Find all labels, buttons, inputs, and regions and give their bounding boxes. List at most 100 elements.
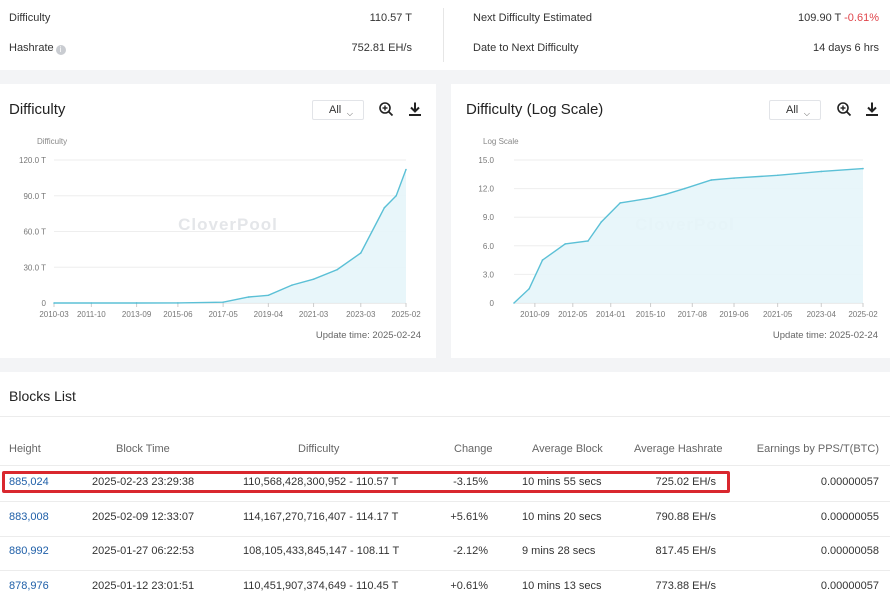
block-time: 2025-02-23 23:29:38 [92,476,195,488]
y-tick-label: 15.0 [478,156,494,165]
x-tick-label: 2013-09 [122,310,152,319]
x-tick-label: 2010-03 [39,310,69,319]
block-time: 2025-01-27 06:22:53 [92,545,195,557]
hashrate-label-text: Hashrate [9,42,54,54]
data-point [776,174,779,177]
blocks-list-title: Blocks List [9,388,76,404]
stats-bar: Difficulty 110.57 T Hashrate i 752.81 EH/… [0,0,890,70]
x-tick-label: 2021-05 [763,310,793,319]
next-difficulty-change: -0.61% [844,12,879,24]
block-difficulty: 108,105,433,845,147 - 108.11 T [243,545,400,557]
y-tick-label: 0 [42,299,47,308]
next-difficulty-value: 109.90 T -0.61% [798,12,879,24]
col-earnings: Earnings by PPS/T(BTC) [756,443,879,455]
col-change: Change [454,443,493,455]
x-tick-label: 2017-08 [678,310,708,319]
block-height-link[interactable]: 878,976 [9,580,49,592]
data-point [267,294,270,297]
next-date-label: Date to Next Difficulty [473,42,579,54]
difficulty-chart[interactable]: Difficulty 0 30.0 T 60.0 T 90.0 T 120.0 T 2010… [0,130,436,320]
hashrate-value: 752.81 EH/s [351,42,412,54]
log-chart-title: Difficulty (Log Scale) [466,101,604,118]
data-point [528,287,530,290]
block-change: -2.12% [453,545,488,557]
difficulty-range-value: All [329,104,342,116]
average-hashrate: 725.02 EH/s [655,476,716,488]
difficulty-chart-title: Difficulty [9,101,66,118]
average-hashrate: 790.88 EH/s [655,511,716,523]
stats-divider [443,8,444,62]
data-point [135,302,138,304]
difficulty-panel: Difficulty Update time: 2025-02-24 [0,84,436,358]
data-point [664,193,667,196]
block-difficulty: 114,167,270,716,407 - 114.17 T [243,511,399,523]
y-tick-label: 120.0 T [19,156,46,165]
data-point [177,302,179,304]
block-time: 2025-01-12 23:01:51 [92,580,195,592]
blocks-list: Blocks List Height Block Time Difficulty… [0,372,890,601]
col-height: Height [9,443,41,455]
data-point [513,302,515,304]
info-icon[interactable]: i [55,45,66,55]
divider [0,570,890,571]
data-point [222,301,224,303]
x-tick-label: 2012-05 [558,310,588,319]
data-point [820,170,823,173]
difficulty-value: 110.57 T [369,12,412,24]
download-icon[interactable] [406,101,424,119]
data-point [683,187,686,190]
col-block-time: Block Time [116,443,170,455]
block-height-link[interactable]: 880,992 [9,545,49,557]
series-area [54,169,406,303]
y-axis-label: Difficulty [37,137,67,146]
chevron-down-icon: ⌵ [346,109,353,118]
block-height-link[interactable]: 885,024 [9,476,49,488]
divider [0,536,890,537]
x-tick-label: 2023-04 [807,310,837,319]
block-height-link[interactable]: 883,008 [9,511,49,523]
x-tick-label: 2010-09 [520,310,550,319]
series-area [514,168,863,303]
data-point [541,259,544,261]
divider [0,416,890,417]
difficulty-range-select[interactable]: All ⌵ [312,100,364,120]
y-axis-label: Log Scale [483,137,519,146]
earnings-value: 0.00000057 [820,476,879,488]
next-date-value: 14 days 6 hrs [812,42,879,54]
x-tick-label: 2014-01 [596,310,626,319]
data-point [587,240,589,242]
zoom-in-icon[interactable] [835,101,853,119]
y-tick-label: 30.0 T [23,263,46,272]
x-tick-label: 2011-10 [77,310,106,319]
y-tick-label: 6.0 [483,242,495,251]
log-range-select[interactable]: All ⌵ [769,100,821,120]
download-icon[interactable] [863,101,881,119]
block-change: +5.61% [450,511,488,523]
x-tick-label: 2025-02 [848,310,878,319]
y-tick-label: 9.0 [483,213,495,222]
data-point [710,179,713,181]
log-scale-chart[interactable]: Log Scale 0 3.0 6.0 9.0 12.0 15.0 2010-09 2012-0… [451,130,890,320]
zoom-in-icon[interactable] [377,101,395,119]
data-point [291,284,293,286]
earnings-value: 0.00000055 [820,511,879,523]
x-tick-label: 2017-05 [208,310,238,319]
data-point [600,221,603,223]
data-point [619,202,622,204]
earnings-value: 0.00000057 [820,580,879,592]
average-block: 10 mins 20 secs [522,511,602,523]
data-point [395,194,397,197]
y-tick-label: 60.0 T [23,228,46,237]
hashrate-label: Hashrate i [9,42,66,55]
data-point [336,268,338,271]
data-point [90,302,93,304]
data-point [359,252,362,254]
x-tick-label: 2021-03 [299,310,329,319]
next-difficulty-label: Next Difficulty Estimated [473,12,593,24]
chevron-down-icon: ⌵ [803,109,810,118]
next-difficulty-amount: 109.90 T [798,12,842,24]
block-change: +0.61% [450,580,488,592]
x-tick-label: 2023-03 [346,310,376,319]
block-difficulty: 110,451,907,374,649 - 110.45 T [243,580,399,592]
y-tick-label: 0 [490,299,495,308]
